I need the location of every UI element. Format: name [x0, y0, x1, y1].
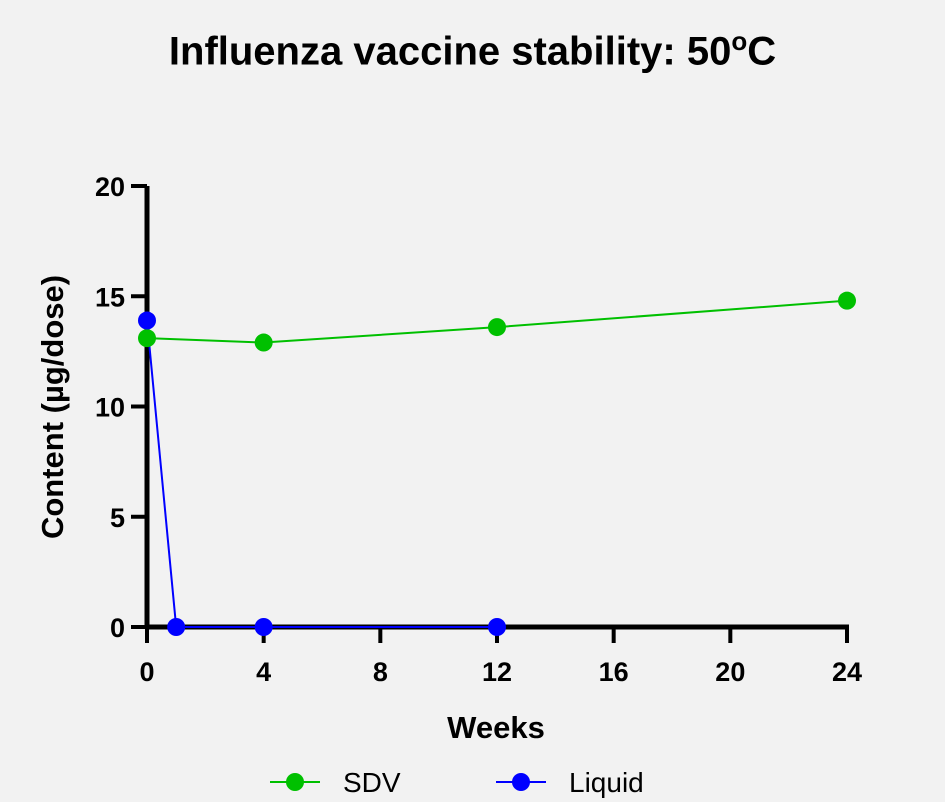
x-tick-label-0: 0 — [139, 657, 154, 687]
legend-marker-sdv — [286, 773, 304, 791]
series-layer — [138, 291, 856, 636]
point-liquid-1 — [167, 618, 186, 636]
y-tick-label-1: 5 — [110, 503, 125, 533]
point-liquid-0 — [138, 311, 156, 330]
y-tick-label-4: 20 — [95, 172, 125, 202]
y-axis-title: Content (µg/dose) — [35, 275, 70, 539]
series-line-sdv — [146, 299, 848, 344]
chart-title-suffix: C — [747, 29, 777, 74]
chart-title: Influenza vaccine stability: 50oC — [0, 26, 945, 74]
y-tick-label-3: 15 — [95, 282, 125, 312]
point-liquid-2 — [254, 618, 273, 636]
point-sdv-1 — [254, 333, 273, 352]
chart-title-text: Influenza vaccine stability: 50 — [168, 29, 732, 74]
legend-marker-liquid — [512, 773, 530, 791]
point-sdv-3 — [838, 291, 856, 310]
y-tick-label-2: 10 — [95, 393, 125, 423]
x-tick-label-5: 20 — [715, 657, 745, 687]
x-tick-label-6: 24 — [832, 657, 862, 687]
point-sdv-2 — [488, 318, 506, 337]
axes: 0 4 8 12 16 20 24 0 5 10 15 20 — [95, 172, 862, 687]
y-tick-label-0: 0 — [110, 613, 125, 643]
legend-label-sdv: SDV — [343, 767, 401, 798]
x-tick-label-2: 8 — [373, 657, 388, 687]
x-axis-title: Weeks — [447, 710, 545, 745]
legend-label-liquid: Liquid — [569, 767, 644, 798]
chart-title-superscript: o — [731, 26, 748, 56]
legend: SDV Liquid — [270, 767, 644, 798]
x-tick-label-3: 12 — [482, 657, 512, 687]
x-tick-label-4: 16 — [599, 657, 629, 687]
point-sdv-0 — [138, 329, 156, 348]
point-liquid-3 — [488, 618, 506, 636]
series-line-liquid — [146, 320, 497, 628]
x-tick-label-1: 4 — [256, 657, 271, 687]
